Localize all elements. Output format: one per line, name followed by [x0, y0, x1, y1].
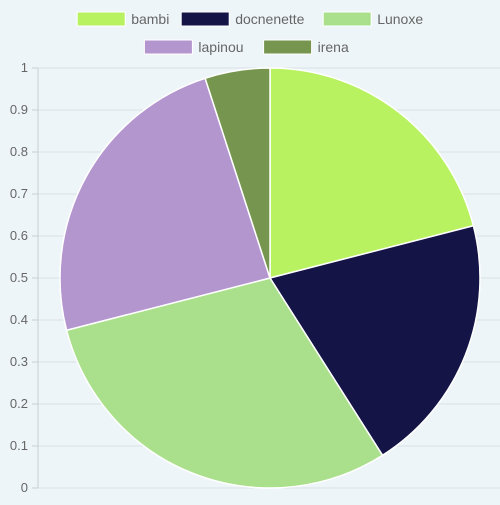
legend-item-bambi[interactable]: bambi [76, 11, 169, 27]
legend-swatch [180, 11, 230, 27]
legend-item-lunoxe[interactable]: Lunoxe [322, 11, 423, 27]
y-tick-label: 0.1 [10, 438, 28, 453]
y-tick-label: 0 [21, 480, 28, 495]
y-tick-label: 0.5 [10, 270, 28, 285]
pie-slice-lunoxe[interactable] [65, 277, 384, 489]
legend-swatch [263, 39, 313, 55]
pie-slice-irena[interactable] [204, 67, 271, 279]
pie-slice-lapinou[interactable] [59, 77, 271, 332]
y-tick-label: 0.7 [10, 186, 28, 201]
pie-slice-bambi[interactable] [269, 67, 475, 279]
legend-item-lapinou[interactable]: lapinou [143, 39, 244, 55]
y-tick-label: 0.9 [10, 102, 28, 117]
legend-label: irena [318, 39, 349, 55]
legend-swatch [322, 11, 372, 27]
y-tick-label: 0.2 [10, 396, 28, 411]
pie-slices [59, 67, 481, 489]
legend-swatch [143, 39, 193, 55]
y-tick-label: 0.6 [10, 228, 28, 243]
y-tick-label: 0.3 [10, 354, 28, 369]
legend-swatch [76, 11, 126, 27]
legend-label: docnenette [235, 11, 304, 27]
y-tick-label: 0.8 [10, 144, 28, 159]
legend-label: lapinou [198, 39, 243, 55]
pie-slice-docnenette[interactable] [268, 224, 481, 457]
legend-label: Lunoxe [377, 11, 423, 27]
legend: bambi docnenette Lunoxe lapinou irena [76, 11, 423, 55]
y-tick-label: 0.4 [10, 312, 28, 327]
y-tick-label: 1 [21, 60, 28, 75]
legend-label: bambi [131, 11, 169, 27]
y-axis: 0 0.1 0.2 0.3 0.4 0.5 0.6 0.7 0.8 0.9 1 [10, 60, 39, 495]
legend-item-irena[interactable]: irena [263, 39, 349, 55]
legend-item-docnenette[interactable]: docnenette [180, 11, 305, 27]
